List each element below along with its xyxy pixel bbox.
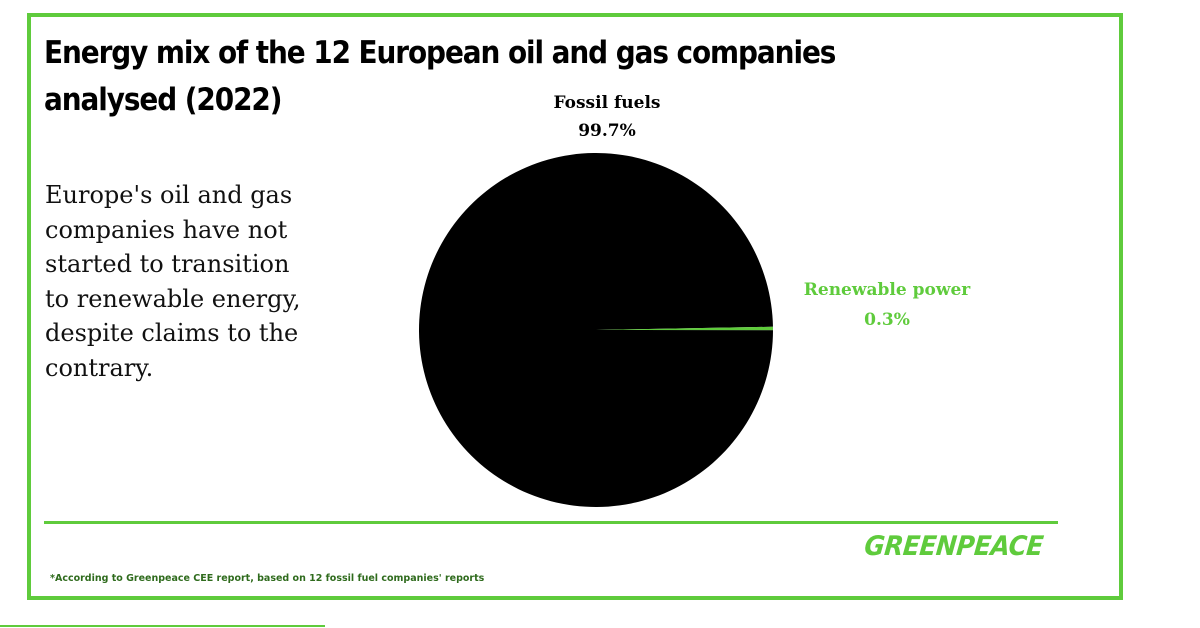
bottom-accent-line (0, 625, 325, 627)
pie-label-renewable-power: Renewable power (804, 280, 972, 300)
body-text: Europe's oil and gas companies have not … (45, 181, 301, 382)
divider-line (44, 521, 1058, 524)
pie-value-renewable-power: 0.3% (864, 310, 910, 330)
pie-value-fossil-fuels: 99.7% (578, 121, 636, 141)
page-title: Energy mix of the 12 European oil and ga… (44, 35, 836, 118)
pie-label-fossil-fuels: Fossil fuels (554, 93, 661, 113)
footnote: *According to Greenpeace CEE report, bas… (50, 573, 485, 584)
pie-slice-fossil-fuels (419, 153, 773, 508)
pie-slice-renewable-power (596, 326, 774, 331)
greenpeace-logo: GREENPEACE (863, 531, 1045, 562)
